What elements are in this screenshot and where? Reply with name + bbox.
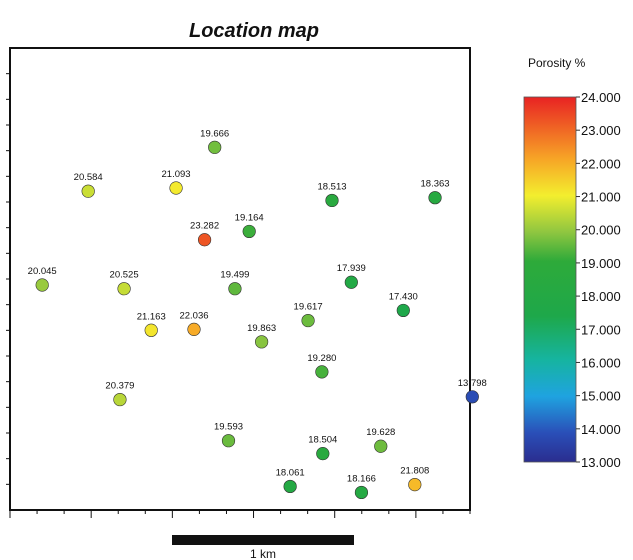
colorbar-tick-label: 22.000 xyxy=(581,156,621,171)
well-point xyxy=(374,439,388,453)
well-point xyxy=(197,233,212,247)
well-point xyxy=(242,224,256,239)
well-point xyxy=(35,278,49,292)
well-point-label: 19.617 xyxy=(294,302,323,313)
well-point xyxy=(428,191,442,205)
well-point-label: 18.513 xyxy=(317,181,346,192)
well-point-label: 21.093 xyxy=(162,169,191,180)
well-point xyxy=(325,193,339,208)
colorbar-tick-label: 16.000 xyxy=(581,355,621,370)
well-point xyxy=(283,479,297,494)
map-frame xyxy=(9,47,471,511)
well-point-label: 19.863 xyxy=(247,323,276,334)
well-point-label: 13.798 xyxy=(458,378,487,389)
well-point-label: 19.280 xyxy=(307,353,336,364)
well-point-label: 18.504 xyxy=(308,435,337,446)
well-point-label: 18.061 xyxy=(276,467,305,478)
well-point xyxy=(408,477,422,492)
well-point-label: 21.808 xyxy=(400,466,429,477)
well-point xyxy=(208,140,222,154)
well-point-label: 18.166 xyxy=(347,473,376,484)
well-point xyxy=(169,181,183,195)
colorbar-ticks: 24.000 23.000 22.000 21.000 20.000 19.000 18.0… xyxy=(576,90,621,470)
colorbar-tick-label: 15.000 xyxy=(581,389,621,404)
well-point xyxy=(354,485,369,500)
well-point xyxy=(465,390,479,404)
well-point xyxy=(81,184,95,198)
well-point-label: 19.593 xyxy=(214,422,243,433)
well-point-label: 20.525 xyxy=(110,270,139,281)
colorbar xyxy=(523,96,577,463)
colorbar-tick-label: 14.000 xyxy=(581,422,621,437)
well-point-label: 22.036 xyxy=(179,310,208,321)
well-point xyxy=(113,392,127,407)
colorbar-tick-label: 23.000 xyxy=(581,123,621,138)
well-point xyxy=(301,313,315,328)
well-point-label: 20.045 xyxy=(28,266,57,277)
well-points: 19.666 20.584 21.093 18.513 18.363 23.282 19.1… xyxy=(28,128,487,500)
colorbar-tick-label: 19.000 xyxy=(581,256,621,271)
colorbar-tick-label: 21.000 xyxy=(581,190,621,205)
chart-title: Location map xyxy=(189,20,319,42)
colorbar-tick-label: 18.000 xyxy=(581,289,621,304)
colorbar-tick-label: 13.000 xyxy=(581,455,621,470)
scale-bar-label: 1 km xyxy=(250,547,276,560)
well-point-label: 20.584 xyxy=(74,172,103,183)
colorbar-title: Porosity % xyxy=(528,56,586,70)
well-point xyxy=(344,275,358,289)
well-point xyxy=(396,303,410,318)
well-point xyxy=(315,365,329,379)
well-point-label: 17.430 xyxy=(389,291,418,302)
well-point-label: 17.939 xyxy=(337,263,366,274)
well-point-label: 18.363 xyxy=(421,179,450,190)
colorbar-tick-label: 17.000 xyxy=(581,322,621,337)
well-point-label: 23.282 xyxy=(190,221,219,232)
well-point-label: 19.628 xyxy=(366,427,395,438)
well-point-label: 19.666 xyxy=(200,128,229,139)
well-point xyxy=(221,434,236,448)
left-axis-ticks xyxy=(6,73,10,485)
well-point-label: 19.164 xyxy=(235,212,264,223)
well-point xyxy=(316,447,330,461)
well-point xyxy=(228,282,242,296)
scale-bar xyxy=(172,535,354,545)
well-point xyxy=(144,323,158,337)
well-point xyxy=(117,282,131,296)
bottom-axis-ticks xyxy=(9,510,471,518)
well-point xyxy=(187,322,201,336)
well-point-label: 19.499 xyxy=(220,270,249,281)
well-point xyxy=(255,335,269,349)
colorbar-tick-label: 20.000 xyxy=(581,223,621,238)
well-point-label: 21.163 xyxy=(137,311,166,322)
well-point-label: 20.379 xyxy=(105,381,134,392)
colorbar-tick-label: 24.000 xyxy=(581,90,621,105)
